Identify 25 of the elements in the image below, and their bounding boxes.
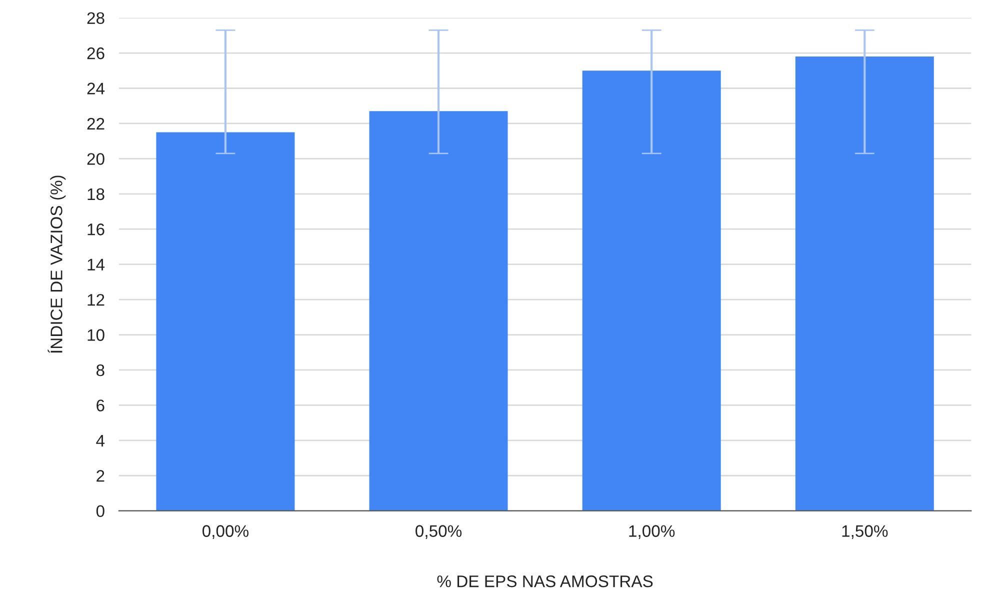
bar xyxy=(582,70,721,511)
bar xyxy=(795,56,934,511)
y-tick-label: 22 xyxy=(87,118,104,130)
x-axis-title: % DE EPS NAS AMOSTRAS xyxy=(437,575,653,588)
y-tick-label: 2 xyxy=(96,470,104,482)
bar xyxy=(369,111,508,511)
y-tick-label: 20 xyxy=(87,153,104,165)
y-tick-label: 4 xyxy=(96,434,105,446)
x-tick-label: 0,50% xyxy=(416,525,462,539)
y-tick-label: 16 xyxy=(88,224,104,236)
y-tick-label: 14 xyxy=(88,258,105,270)
y-tick-label: 6 xyxy=(96,400,104,412)
y-tick-label: 0 xyxy=(96,505,104,518)
x-tick-label: 1,00% xyxy=(629,525,675,539)
x-tick-label: 1,50% xyxy=(842,525,888,539)
y-tick-label: 24 xyxy=(87,82,105,94)
y-tick-label: 18 xyxy=(88,188,104,200)
y-tick-label: 26 xyxy=(87,47,104,60)
y-tick-label: 8 xyxy=(96,364,104,376)
y-tick-label: 10 xyxy=(88,329,104,341)
x-tick-label: 0,00% xyxy=(202,525,248,539)
y-tick-label: 28 xyxy=(87,12,104,24)
y-tick-label: 12 xyxy=(88,294,104,306)
bar xyxy=(156,132,295,511)
y-axis-title: ÍNDICE DE VAZIOS (%) xyxy=(48,176,66,353)
